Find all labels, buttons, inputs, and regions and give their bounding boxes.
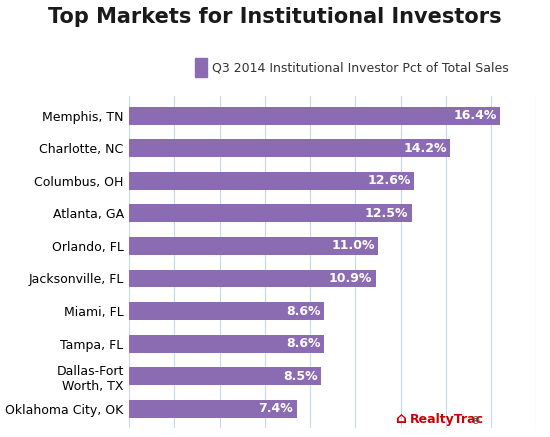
- Text: 14.2%: 14.2%: [404, 142, 447, 155]
- Bar: [129, 172, 414, 190]
- Text: 12.5%: 12.5%: [365, 207, 409, 220]
- Bar: [129, 139, 450, 157]
- Text: Q3 2014 Institutional Investor Pct of Total Sales: Q3 2014 Institutional Investor Pct of To…: [212, 61, 509, 74]
- Bar: [129, 107, 500, 125]
- Text: Top Markets for Institutional Investors: Top Markets for Institutional Investors: [48, 7, 502, 27]
- Bar: [129, 400, 296, 418]
- Text: 8.6%: 8.6%: [286, 337, 320, 350]
- Bar: [129, 237, 378, 255]
- Text: 12.6%: 12.6%: [367, 174, 411, 187]
- Text: 7.4%: 7.4%: [258, 402, 293, 415]
- Bar: [129, 335, 324, 353]
- Text: 16.4%: 16.4%: [453, 109, 497, 122]
- Text: 8.5%: 8.5%: [283, 370, 318, 383]
- Text: 8.6%: 8.6%: [286, 305, 320, 318]
- Bar: [129, 302, 324, 320]
- Text: RealtyTrac: RealtyTrac: [410, 413, 484, 426]
- Bar: [129, 367, 321, 385]
- Text: 11.0%: 11.0%: [331, 239, 375, 253]
- Text: ⌂: ⌂: [396, 411, 407, 426]
- Bar: [129, 205, 412, 222]
- Text: ®: ®: [470, 416, 480, 426]
- Bar: [129, 270, 376, 288]
- Text: 10.9%: 10.9%: [329, 272, 372, 285]
